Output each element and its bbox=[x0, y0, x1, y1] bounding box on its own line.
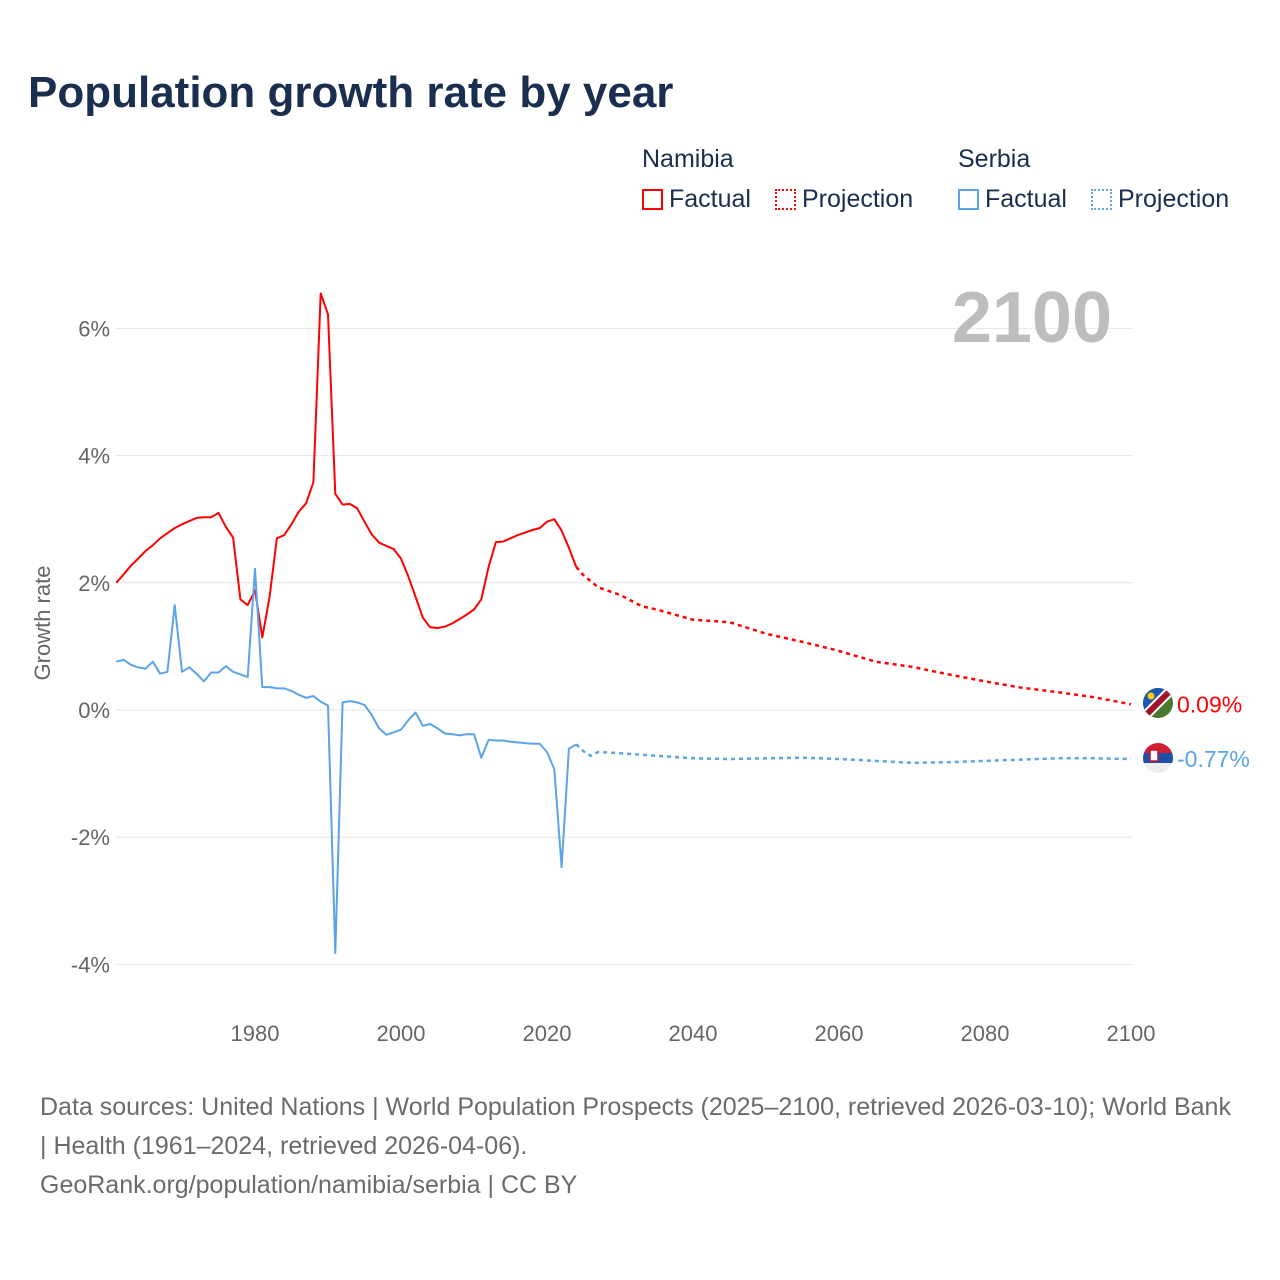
legend-swatch bbox=[1091, 189, 1112, 210]
namibia-factual-line bbox=[115, 292, 578, 639]
x-tick-label: 2020 bbox=[523, 1021, 572, 1046]
namibia-flag-icon bbox=[1143, 688, 1173, 718]
page-title: Population growth rate by year bbox=[28, 68, 674, 117]
serbia-factual-line bbox=[116, 567, 577, 954]
y-tick-label: 0% bbox=[78, 698, 110, 723]
credit-link[interactable]: GeoRank.org/population/namibia/serbia | … bbox=[40, 1171, 578, 1199]
legend-label: Projection bbox=[802, 185, 914, 213]
x-tick-label: 2040 bbox=[669, 1021, 718, 1046]
legend-namibia-factual[interactable]: Factual bbox=[642, 185, 751, 214]
legend-label: Factual bbox=[669, 185, 751, 213]
legend-serbia-projection[interactable]: Projection bbox=[1091, 185, 1229, 214]
x-tick-label: 2060 bbox=[815, 1021, 864, 1046]
y-tick-label: 6% bbox=[78, 316, 110, 341]
y-tick-label: 4% bbox=[78, 444, 110, 469]
legend-serbia-factual[interactable]: Factual bbox=[958, 185, 1067, 214]
x-tick-label: 2100 bbox=[1107, 1021, 1156, 1046]
x-tick-label: 1980 bbox=[231, 1021, 280, 1046]
legend-swatch bbox=[775, 189, 796, 210]
y-tick-label: 2% bbox=[78, 571, 110, 596]
legend-swatch bbox=[642, 189, 663, 210]
y-axis-label: Growth rate bbox=[30, 566, 55, 681]
x-tick-label: 2000 bbox=[377, 1021, 426, 1046]
serbia-projection-line bbox=[575, 743, 1132, 765]
namibia-projection-line bbox=[575, 566, 1132, 706]
legend-group-serbia: Serbia bbox=[958, 145, 1031, 173]
legend-label: Factual bbox=[985, 185, 1067, 213]
x-tick-label: 2080 bbox=[961, 1021, 1010, 1046]
footer: Data sources: United Nations | World Pop… bbox=[40, 1088, 1240, 1205]
legend-label: Projection bbox=[1118, 185, 1230, 213]
data-sources: Data sources: United Nations | World Pop… bbox=[40, 1093, 1231, 1160]
namibia-end-label: 0.09% bbox=[1177, 691, 1242, 717]
serbia-end-label: -0.77% bbox=[1177, 746, 1250, 772]
serbia-flag-icon bbox=[1143, 743, 1173, 773]
legend-group-namibia: Namibia bbox=[642, 145, 734, 173]
legend-swatch bbox=[958, 189, 979, 210]
year-label: 2100 bbox=[952, 278, 1112, 358]
y-tick-label: -4% bbox=[71, 952, 110, 977]
y-tick-label: -2% bbox=[71, 825, 110, 850]
legend-namibia-projection[interactable]: Projection bbox=[775, 185, 913, 214]
